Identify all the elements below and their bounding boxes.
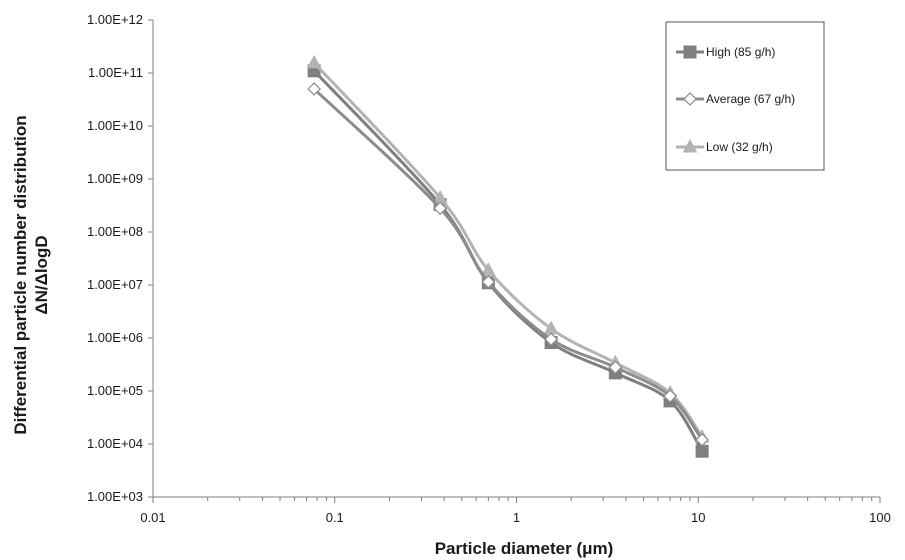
y-tick-label: 1.00E+04	[87, 436, 143, 451]
y-tick-label: 1.00E+10	[87, 118, 143, 133]
legend-marker	[682, 138, 698, 153]
x-tick-label: 1	[513, 510, 520, 525]
legend-label: Low (32 g/h)	[706, 140, 773, 154]
y-tick-label: 1.00E+11	[88, 65, 143, 80]
y-axis-ticks: 1.00E+03 1.00E+04 1.00E+05 1.00E+06 1.00E+07…	[87, 12, 153, 504]
data-point	[544, 332, 558, 347]
data-point	[695, 444, 709, 458]
x-tick-label: 10	[691, 510, 705, 525]
series-average	[307, 82, 709, 447]
y-tick-label: 1.00E+07	[87, 277, 143, 292]
y-tick-label: 1.00E+05	[87, 383, 143, 398]
axes	[152, 20, 880, 498]
data-point	[433, 201, 447, 216]
data-point	[306, 54, 322, 69]
y-tick-label: 1.00E+12	[87, 12, 143, 27]
series-line	[313, 69, 704, 453]
series-layer	[306, 54, 710, 458]
series-high	[307, 64, 709, 458]
x-tick-label: 100	[869, 510, 891, 525]
legend: High (85 g/h) Average (67 g/h) Low (32 g/h…	[665, 21, 825, 171]
x-tick-label: 0.01	[140, 510, 165, 525]
y-axis-title-line1: Differential particle number distributio…	[11, 115, 30, 434]
series-line	[313, 87, 704, 441]
data-point	[695, 432, 709, 447]
series-line	[313, 61, 704, 438]
legend-marker	[683, 45, 697, 59]
y-tick-label: 1.00E+08	[87, 224, 143, 239]
data-point	[481, 274, 496, 289]
y-axis-title-line2: ΔN/ΔlogD	[32, 235, 51, 314]
data-point	[608, 360, 623, 375]
x-axis-title: Particle diameter (μm)	[435, 539, 614, 558]
x-tick-label: 0.1	[326, 510, 344, 525]
legend-label: Average (67 g/h)	[706, 92, 795, 106]
legend-marker	[683, 92, 697, 106]
data-point	[307, 82, 321, 96]
y-tick-label: 1.00E+06	[87, 330, 143, 345]
y-tick-label: 1.00E+09	[87, 171, 143, 186]
x-axis-ticks: 0.01 0.1 1 10 100	[140, 497, 891, 525]
legend-label: High (85 g/h)	[706, 45, 775, 59]
y-tick-label: 1.00E+03	[87, 489, 143, 504]
data-point	[663, 389, 677, 403]
